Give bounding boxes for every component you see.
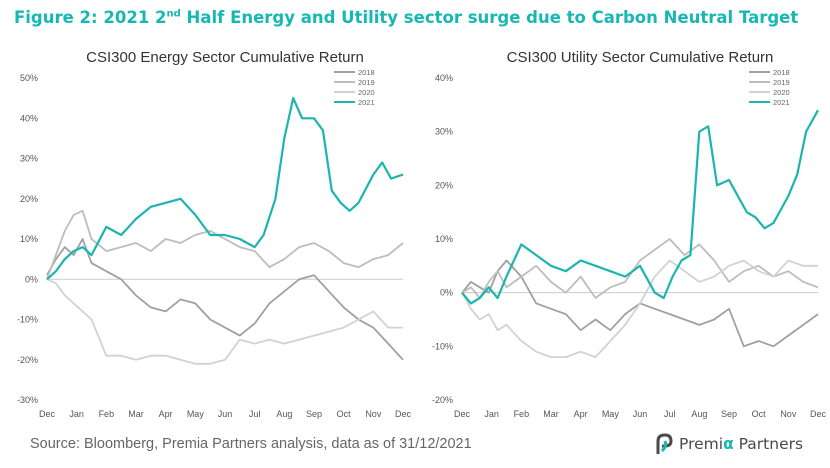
figure-title: Figure 2: 2021 2nd Half Energy and Utili… — [14, 8, 798, 27]
x-tick-label: Feb — [514, 409, 530, 419]
x-tick-label: Jul — [249, 409, 261, 419]
company-logo: Premiα Partners — [655, 432, 803, 456]
x-tick-label: Jun — [218, 409, 233, 419]
x-tick-label: Sep — [721, 409, 737, 419]
x-tick-label: Dec — [810, 409, 827, 419]
legend-label-2021: 2021 — [358, 98, 375, 107]
x-tick-label: Dec — [454, 409, 471, 419]
x-tick-label: Apr — [159, 409, 173, 419]
y-tick-label: -10% — [432, 341, 453, 351]
series-line-2018 — [46, 238, 404, 361]
y-tick-label: 20% — [20, 194, 38, 204]
x-tick-label: Nov — [780, 409, 797, 419]
x-tick-label: May — [187, 409, 205, 419]
x-tick-label: Feb — [99, 409, 115, 419]
x-tick-label: Apr — [574, 409, 588, 419]
chart-utility: CSI300 Utility Sector Cumulative Return -… — [432, 49, 827, 419]
series-line-2020 — [46, 278, 403, 365]
figure-title-main: Figure 2: 2021 2 — [14, 8, 167, 27]
chart-energy: CSI300 Energy Sector Cumulative Return -3… — [17, 49, 412, 419]
x-tick-label: Oct — [337, 409, 352, 419]
figure-title-ordinal: nd — [166, 8, 181, 20]
figure-title-rest: Half Energy and Utility sector surge due… — [180, 8, 799, 27]
y-tick-label: 10% — [20, 234, 38, 244]
legend-label-2018: 2018 — [358, 68, 375, 77]
x-tick-label: Dec — [39, 409, 56, 419]
series-line-2019 — [461, 238, 819, 299]
legend-label-2020: 2020 — [358, 88, 375, 97]
legend-label-2021: 2021 — [773, 98, 790, 107]
logo-mark-icon — [656, 433, 673, 454]
y-tick-label: -10% — [17, 315, 38, 325]
y-tick-label: 40% — [20, 113, 38, 123]
x-tick-label: Mar — [543, 409, 559, 419]
x-tick-label: Jun — [633, 409, 648, 419]
x-tick-label: Sep — [306, 409, 322, 419]
y-tick-label: 40% — [435, 73, 453, 83]
series-line-2019 — [46, 209, 404, 280]
legend-label-2018: 2018 — [773, 68, 790, 77]
y-tick-label: 50% — [20, 73, 38, 83]
x-tick-label: Aug — [691, 409, 707, 419]
x-tick-label: Dec — [395, 409, 412, 419]
y-tick-label: 10% — [435, 234, 453, 244]
y-tick-label: 30% — [435, 127, 453, 137]
chart-title: CSI300 Energy Sector Cumulative Return — [86, 49, 364, 66]
logo-text-partners: Partners — [733, 435, 804, 453]
y-tick-label: 20% — [435, 180, 453, 190]
series-line-2018 — [461, 259, 819, 348]
x-tick-label: Nov — [365, 409, 382, 419]
series-line-2021 — [461, 109, 819, 305]
legend-label-2020: 2020 — [773, 88, 790, 97]
x-tick-label: Oct — [752, 409, 767, 419]
x-tick-label: Jan — [484, 409, 499, 419]
x-tick-label: Jan — [69, 409, 84, 419]
y-tick-label: 0% — [25, 274, 38, 284]
x-tick-label: May — [602, 409, 620, 419]
y-tick-label: 30% — [20, 154, 38, 164]
legend-label-2019: 2019 — [773, 78, 790, 87]
series-line-2021 — [46, 96, 404, 281]
logo-alpha: α — [723, 435, 734, 453]
x-tick-label: Aug — [276, 409, 292, 419]
legend-label-2019: 2019 — [358, 78, 375, 87]
logo-text-premi: Premi — [679, 435, 724, 453]
y-tick-label: -30% — [17, 395, 38, 405]
source-note: Source: Bloomberg, Premia Partners analy… — [30, 436, 472, 452]
y-tick-label: 0% — [440, 288, 453, 298]
x-tick-label: Mar — [128, 409, 144, 419]
chart-title: CSI300 Utility Sector Cumulative Return — [507, 49, 774, 66]
logo-text: Premiα Partners — [679, 435, 803, 453]
series-line-2020 — [461, 259, 818, 359]
y-tick-label: -20% — [432, 395, 453, 405]
x-tick-label: Jul — [664, 409, 676, 419]
y-tick-label: -20% — [17, 355, 38, 365]
